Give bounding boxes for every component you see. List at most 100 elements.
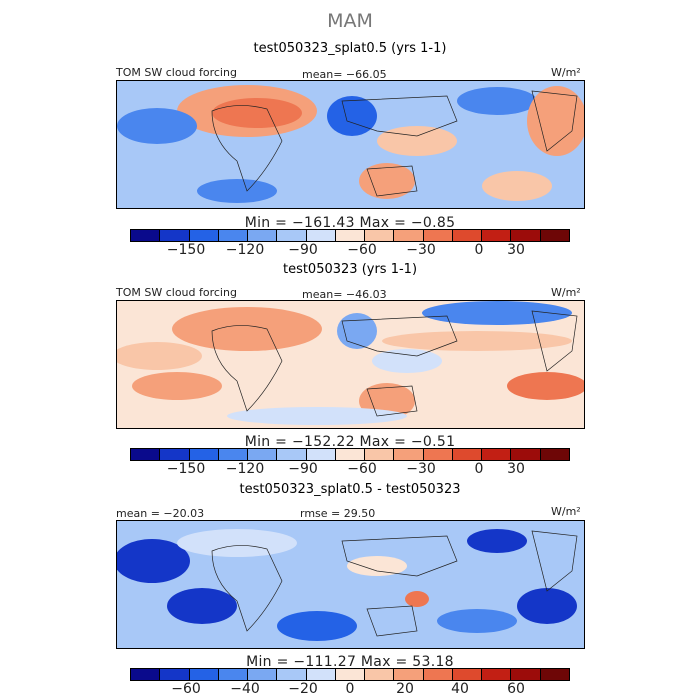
panel2-colorbar-swatch [277,449,307,460]
panel2-tick-label: −120 [225,461,265,477]
panel3-title: test050323_splat0.5 - test050323 [239,482,461,497]
panel3-colorbar-swatch [452,669,483,680]
panel3-indian-ocean [277,611,357,641]
panel3-colorbar-swatch [131,669,161,680]
panel3-tick-label: −20 [288,681,318,697]
panel2-pacific-north [422,301,572,325]
panel3-southeast-pacific [517,588,577,624]
panel2-colorbar-swatch [423,449,453,460]
panel1-units-label: W/m² [551,66,581,79]
panel1-colorbar-swatch [218,230,249,241]
panel1-map [116,80,585,209]
panel2-colorbar-swatch [160,449,190,460]
panel1-tick-label: −120 [225,242,265,258]
panel2-tick-label: 0 [474,461,484,477]
panel1-southern-band [197,179,277,203]
panel1-africa-coastline [211,105,283,192]
panel2-australia-coastline [366,385,418,417]
panel2-variable-label: TOM SW cloud forcing [116,286,237,299]
panel1-mean-label: mean= −66.05 [302,68,387,81]
panel2-units-label: W/m² [551,286,581,299]
panel1-atlantic-north [117,108,197,144]
panel3-tick-label: 0 [345,681,355,697]
panel2-tick-label: −90 [288,461,318,477]
panel3-tick-label: −40 [230,681,260,697]
panel1-tick-label: 30 [507,242,525,258]
panel2-america-coastline [531,310,578,372]
panel2-colorbar-swatch [511,449,541,460]
panel1-tick-label: −60 [347,242,377,258]
panel1-colorbar-swatch [511,230,541,241]
panel1-pacific-north [457,87,537,115]
panel2-colorbar-swatch [306,449,336,460]
panel1-colorbar-swatch [452,230,483,241]
panel3-asia-positive [347,556,407,576]
panel2-mean-label: mean= −46.03 [302,288,387,301]
panel1-pacific-warm [377,126,457,156]
panel2-colorbar [130,448,570,461]
panel1-colorbar [130,229,570,242]
panel1-colorbar-swatch [365,230,395,241]
panel3-rmse-label: rmse = 29.50 [300,507,376,520]
panel2-sahara-region [172,307,322,351]
panel3-colorbar-swatch [306,669,336,680]
panel3-sahara-region [177,529,297,557]
panel2-map-field [117,301,584,428]
panel2-colorbar-swatch [452,449,483,460]
panel3-colorbar [130,668,570,681]
panel3-minmax-label: Min = −111.27 Max = 53.18 [246,654,454,670]
panel3-colorbar-swatch [248,669,278,680]
panel3-colorbar-swatch [277,669,307,680]
panel1-asia-coastline [341,95,458,137]
panel2-tick-label: 30 [507,461,525,477]
panel2-colorbar-swatch [131,449,161,460]
panel1-colorbar-swatch [131,230,161,241]
panel3-south-atlantic [167,588,237,624]
panel3-map [116,520,585,649]
panel2-himalaya-region [337,313,377,349]
panel3-pacific-north [467,529,527,553]
panel3-australia-coastline [366,605,418,637]
panel1-america-coastline [531,90,578,152]
panel2-colorbar-swatch [540,449,569,460]
panel2-colorbar-swatch [189,449,219,460]
panel3-colorbar-swatch [218,669,249,680]
panel3-colorbar-swatch [160,669,190,680]
panel2-map [116,300,585,429]
panel2-minmax-label: Min = −152.22 Max = −0.51 [244,434,456,450]
panel2-colorbar-swatch [218,449,249,460]
panel1-colorbar-swatch [306,230,336,241]
panel3-colorbar-swatch [423,669,453,680]
panel2-maritime-continent [372,349,442,373]
panel1-tick-label: −90 [288,242,318,258]
panel3-colorbar-swatch [335,669,366,680]
panel1-minmax-label: Min = −161.43 Max = −0.85 [244,215,456,231]
panel3-asia-coastline [341,535,458,577]
panel1-colorbar-swatch [540,230,569,241]
panel1-himalaya-region [327,96,377,136]
panel2-south-atlantic [132,372,222,400]
panel1-colorbar-swatch [335,230,366,241]
panel3-colorbar-swatch [511,669,541,680]
panel1-southeast-pacific [482,171,552,201]
panel1-sahara-core [212,98,302,128]
panel2-colorbar-swatch [335,449,366,460]
panel3-units-label: W/m² [551,505,581,518]
panel1-colorbar-swatch [277,230,307,241]
panel2-southeast-pacific [507,372,584,400]
panel1-east-pacific [527,86,584,156]
panel1-colorbar-swatch [423,230,453,241]
panel3-colorbar-swatch [365,669,395,680]
panel1-colorbar-swatch [482,230,512,241]
panel2-pacific-itcz [382,331,572,351]
panel3-tick-label: 20 [396,681,414,697]
panel2-africa-coastline [211,325,283,412]
panel3-america-coastline [531,530,578,592]
panel1-colorbar-swatch [248,230,278,241]
panel3-tick-label: 60 [507,681,525,697]
panel1-colorbar-swatch [160,230,190,241]
panel2-colorbar-swatch [394,449,424,460]
panel2-title: test050323 (yrs 1-1) [282,262,418,277]
panel3-africa-coastline [211,545,283,632]
panel3-tick-label: −60 [171,681,201,697]
